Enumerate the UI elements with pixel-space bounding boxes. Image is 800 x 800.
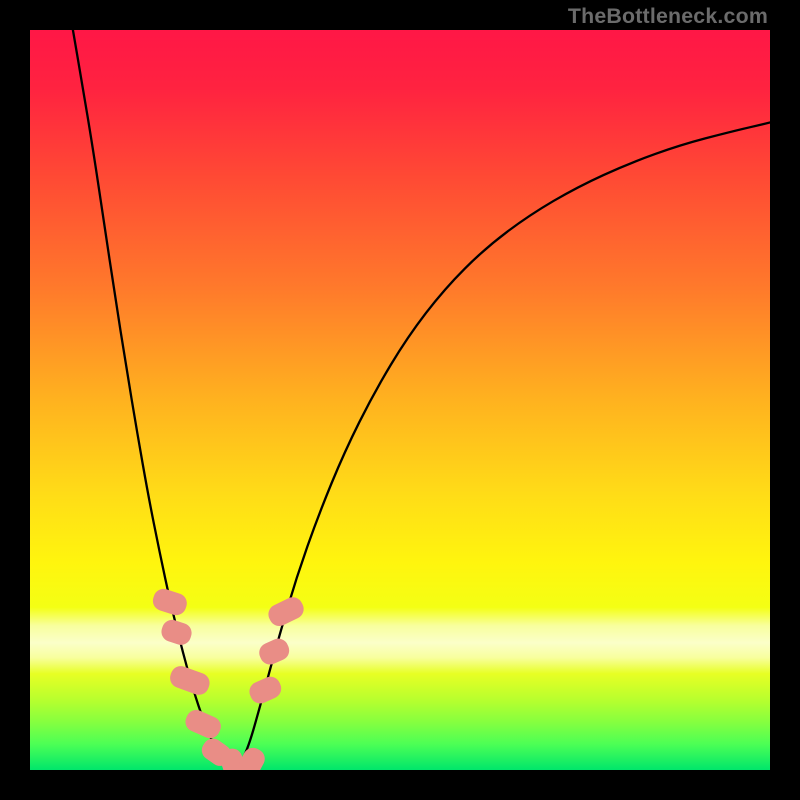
gradient-background <box>30 30 770 770</box>
frame-bottom <box>0 770 800 800</box>
bottleneck-chart <box>30 30 770 770</box>
frame-left <box>0 0 30 800</box>
plot-area <box>30 30 770 770</box>
frame-right <box>770 0 800 800</box>
watermark-text: TheBottleneck.com <box>568 4 768 29</box>
